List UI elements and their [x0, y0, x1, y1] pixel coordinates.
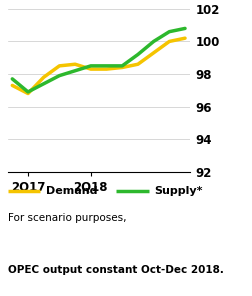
Text: Supply*: Supply* — [154, 186, 202, 196]
Text: Demand: Demand — [45, 186, 97, 196]
Text: OPEC output constant Oct-Dec 2018.: OPEC output constant Oct-Dec 2018. — [8, 265, 223, 275]
Text: For scenario purposes,: For scenario purposes, — [8, 213, 125, 223]
